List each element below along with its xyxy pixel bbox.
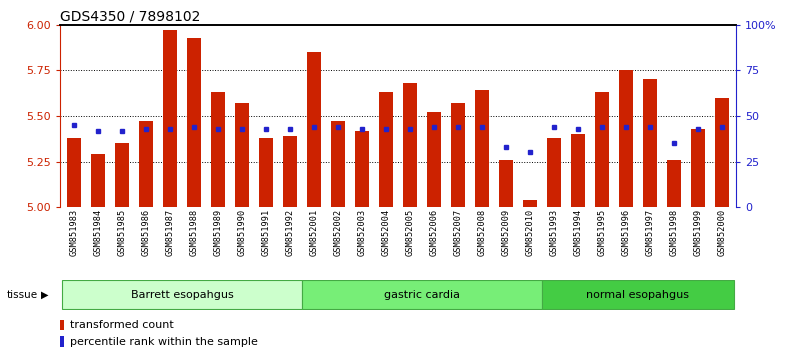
Text: GSM851983: GSM851983 xyxy=(69,209,79,256)
Text: GSM851992: GSM851992 xyxy=(286,209,295,256)
Bar xyxy=(379,92,393,207)
Text: GSM851999: GSM851999 xyxy=(693,209,702,256)
Text: GSM851993: GSM851993 xyxy=(549,209,559,256)
Text: GSM852001: GSM852001 xyxy=(310,209,318,256)
Bar xyxy=(211,92,225,207)
Bar xyxy=(667,160,681,207)
Bar xyxy=(139,121,154,207)
Bar xyxy=(163,30,178,207)
Text: GDS4350 / 7898102: GDS4350 / 7898102 xyxy=(60,10,200,24)
Text: GSM851991: GSM851991 xyxy=(262,209,271,256)
Bar xyxy=(691,129,705,207)
Bar xyxy=(403,83,417,207)
Text: normal esopahgus: normal esopahgus xyxy=(587,290,689,300)
Bar xyxy=(60,336,64,347)
Text: ▶: ▶ xyxy=(41,290,49,300)
Bar xyxy=(618,70,633,207)
Bar xyxy=(542,280,734,309)
Text: gastric cardia: gastric cardia xyxy=(384,290,460,300)
Text: GSM852007: GSM852007 xyxy=(454,209,462,256)
Text: GSM852006: GSM852006 xyxy=(430,209,439,256)
Text: transformed count: transformed count xyxy=(70,320,174,330)
Text: GSM851994: GSM851994 xyxy=(573,209,583,256)
Bar xyxy=(499,160,513,207)
Text: GSM851995: GSM851995 xyxy=(598,209,607,256)
Bar xyxy=(302,280,542,309)
Bar xyxy=(427,112,441,207)
Text: GSM851986: GSM851986 xyxy=(142,209,150,256)
Text: GSM851996: GSM851996 xyxy=(622,209,630,256)
Text: GSM852002: GSM852002 xyxy=(334,209,342,256)
Text: percentile rank within the sample: percentile rank within the sample xyxy=(70,337,258,347)
Text: GSM852009: GSM852009 xyxy=(501,209,510,256)
Bar xyxy=(715,98,729,207)
Bar xyxy=(67,138,81,207)
Bar xyxy=(642,79,657,207)
Text: GSM851998: GSM851998 xyxy=(669,209,678,256)
Text: GSM852008: GSM852008 xyxy=(478,209,486,256)
Text: GSM851997: GSM851997 xyxy=(646,209,654,256)
Bar xyxy=(187,38,201,207)
Text: GSM851985: GSM851985 xyxy=(118,209,127,256)
Bar xyxy=(60,320,64,330)
Text: GSM852000: GSM852000 xyxy=(717,209,727,256)
Bar xyxy=(283,136,297,207)
Bar xyxy=(595,92,609,207)
Text: GSM852010: GSM852010 xyxy=(525,209,534,256)
Bar xyxy=(115,143,129,207)
Bar xyxy=(451,103,465,207)
Bar xyxy=(355,131,369,207)
Text: GSM851987: GSM851987 xyxy=(166,209,174,256)
Bar xyxy=(235,103,249,207)
Text: GSM852003: GSM852003 xyxy=(357,209,366,256)
Text: GSM852004: GSM852004 xyxy=(381,209,391,256)
Text: GSM851990: GSM851990 xyxy=(237,209,247,256)
Text: GSM851988: GSM851988 xyxy=(189,209,198,256)
Text: Barrett esopahgus: Barrett esopahgus xyxy=(131,290,233,300)
Bar xyxy=(571,134,585,207)
Text: GSM852005: GSM852005 xyxy=(405,209,415,256)
Text: GSM851984: GSM851984 xyxy=(94,209,103,256)
Text: tissue: tissue xyxy=(6,290,37,300)
Bar xyxy=(547,138,561,207)
Text: GSM851989: GSM851989 xyxy=(213,209,223,256)
Bar xyxy=(259,138,273,207)
Bar xyxy=(62,280,302,309)
Bar xyxy=(306,52,322,207)
Bar xyxy=(474,90,490,207)
Bar xyxy=(331,121,345,207)
Bar xyxy=(523,200,537,207)
Bar xyxy=(91,154,105,207)
